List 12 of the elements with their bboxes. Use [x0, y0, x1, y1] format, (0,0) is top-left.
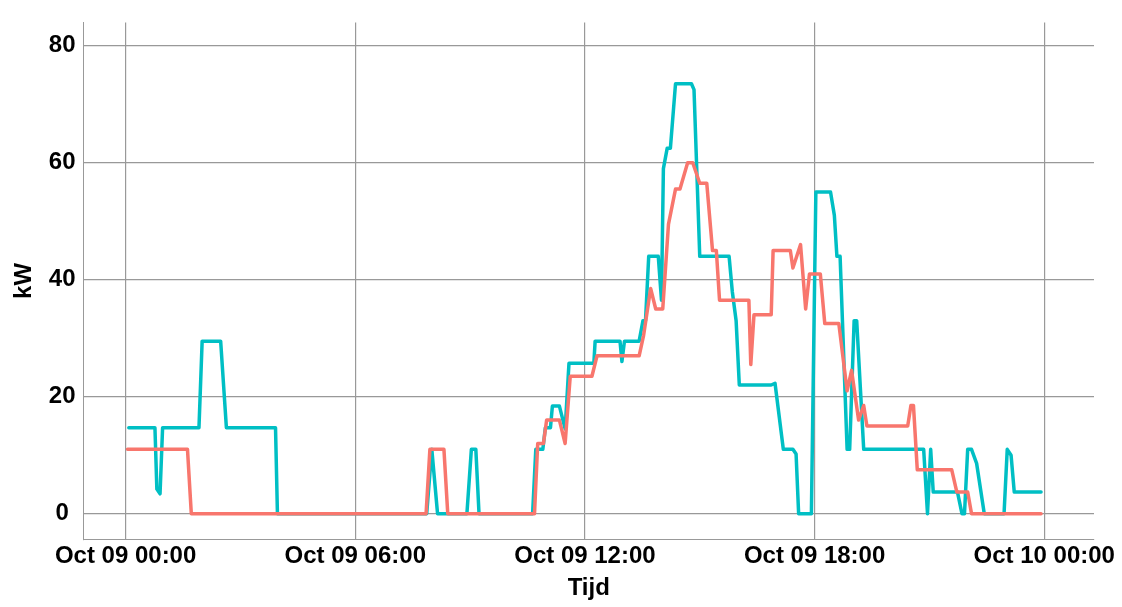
- x-tick-label: Oct 09 00:00: [54, 541, 197, 569]
- y-tick-label: 0: [55, 498, 69, 526]
- y-tick-label: 80: [48, 30, 76, 58]
- x-tick-label: Oct 09 12:00: [514, 541, 656, 569]
- x-axis-title: Tijd: [567, 573, 610, 601]
- x-tick-label: Oct 10 00:00: [973, 541, 1115, 569]
- x-tick-label: Oct 09 06:00: [284, 541, 426, 569]
- y-tick-label: 40: [48, 264, 76, 292]
- y-tick-label: 60: [48, 147, 76, 175]
- y-axis-title: kW: [9, 262, 37, 299]
- y-tick-label: 20: [48, 381, 76, 409]
- x-tick-label: Oct 09 18:00: [743, 541, 886, 569]
